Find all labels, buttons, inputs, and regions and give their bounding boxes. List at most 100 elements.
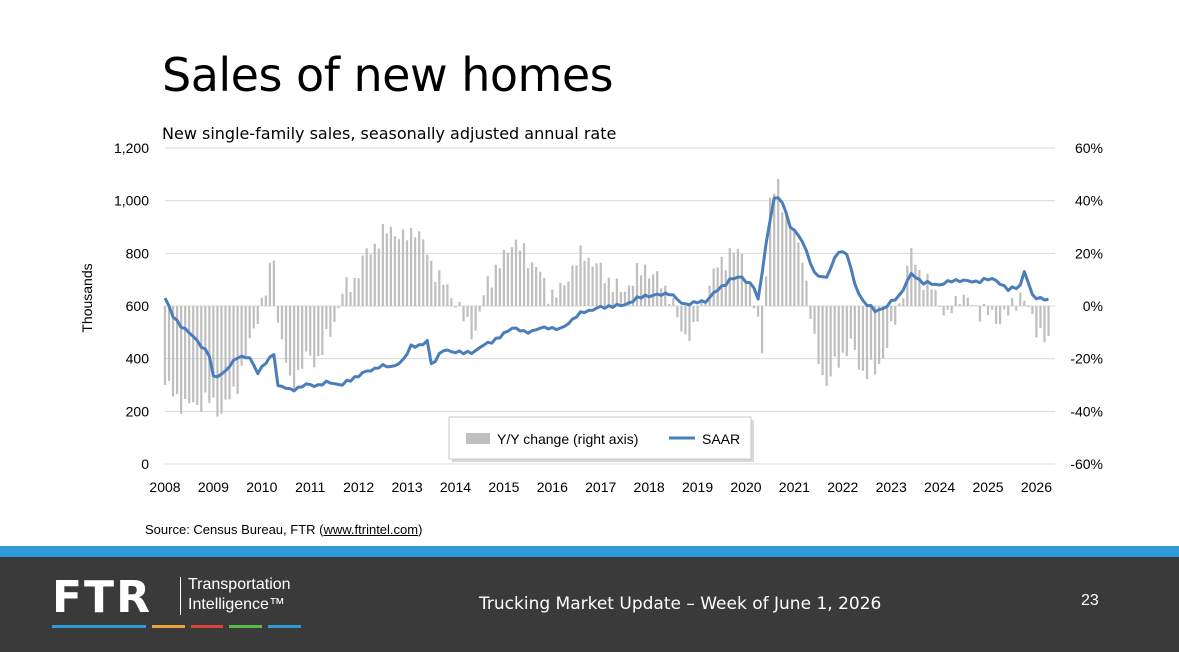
bar-yoy [906, 265, 909, 306]
bar-yoy [680, 306, 683, 332]
bar-yoy [643, 264, 647, 306]
x-tick-label: 2012 [343, 479, 374, 495]
logo-color-bar [268, 625, 301, 628]
bar-yoy [361, 255, 364, 306]
y-left-tick-label: 200 [126, 403, 150, 419]
bar-yoy [656, 271, 659, 306]
bar-yoy [986, 306, 990, 316]
bar-yoy [555, 297, 558, 306]
bar-yoy [414, 237, 417, 306]
bar-yoy [446, 284, 449, 306]
footer-title: Trucking Market Update – Week of June 1,… [479, 594, 882, 614]
bar-yoy [773, 193, 776, 306]
bar-yoy [765, 276, 768, 306]
x-tick-label: 2025 [972, 479, 1003, 495]
bar-yoy [341, 293, 344, 306]
bar-yoy [809, 306, 812, 319]
bar-yoy [494, 264, 497, 306]
logo-color-bar [152, 625, 185, 628]
bar-yoy [563, 285, 566, 306]
legend-box [448, 416, 752, 460]
bar-yoy [478, 306, 481, 312]
bar-yoy [1039, 306, 1042, 329]
x-tick-label: 2019 [682, 479, 713, 495]
bar-yoy [333, 306, 336, 322]
footer-bar [0, 557, 1179, 652]
y-right-tick-label: 20% [1075, 245, 1103, 261]
bar-yoy [631, 285, 635, 306]
y-left-tick-label: 400 [126, 351, 150, 367]
bar-yoy [430, 260, 433, 306]
bar-yoy [280, 306, 284, 340]
bar-yoy [518, 250, 522, 306]
ftr-logo: FTR [52, 572, 152, 623]
bar-yoy [890, 306, 893, 322]
bar-yoy [462, 306, 465, 322]
bar-yoy [970, 304, 973, 306]
x-tick-label: 2011 [295, 479, 325, 495]
y-left-tick-label: 1,000 [114, 193, 149, 209]
bar-yoy [458, 301, 461, 306]
bar-yoy [882, 306, 885, 359]
bar-yoy [942, 306, 945, 316]
bar-yoy [393, 236, 397, 306]
bar-yoy [539, 271, 542, 306]
y-right-tick-label: -40% [1070, 403, 1103, 419]
bar-yoy [418, 231, 421, 306]
chart-subtitle: New single-family sales, seasonally adju… [162, 124, 616, 143]
bar-yoy [434, 282, 437, 306]
bar-yoy [188, 306, 191, 404]
bar-yoy [377, 248, 380, 306]
x-tick-label: 2017 [585, 479, 616, 495]
bar-yoy [607, 277, 610, 306]
bar-yoy [409, 227, 413, 306]
x-tick-label: 2014 [440, 479, 471, 495]
bar-yoy [990, 306, 994, 310]
bar-yoy [946, 306, 949, 310]
bar-yoy [264, 295, 267, 306]
bar-yoy [865, 306, 869, 380]
bar-yoy [639, 275, 643, 306]
bar-yoy [813, 306, 816, 334]
bar-yoy [873, 306, 877, 375]
legend-swatch-bar [466, 433, 490, 444]
bar-yoy [837, 306, 840, 368]
bar-yoy [167, 306, 171, 381]
bar-yoy [825, 306, 828, 386]
line-saar [163, 196, 1049, 393]
source-link[interactable]: www.ftrintel.com [323, 522, 419, 537]
page-number: 23 [1081, 592, 1099, 609]
bar-yoy [712, 268, 715, 306]
bar-yoy [821, 306, 824, 376]
bar-yoy [668, 304, 671, 306]
bar-yoy [514, 239, 518, 306]
bar-yoy [902, 298, 905, 306]
bar-yoy [692, 306, 695, 323]
bar-yoy [192, 306, 195, 403]
bar-yoy [466, 306, 469, 317]
logo-subtitle-line2: Intelligence™ [188, 596, 285, 613]
bar-yoy [196, 306, 199, 405]
bar-yoy [797, 242, 800, 306]
bar-yoy [212, 306, 215, 398]
bar-yoy [841, 306, 844, 353]
bar-yoy [571, 265, 574, 306]
bar-yoy [248, 306, 251, 339]
bar-yoy [769, 197, 772, 306]
bar-yoy [1003, 306, 1006, 310]
bar-yoy [853, 306, 856, 350]
bar-yoy [877, 306, 881, 364]
bar-yoy [171, 306, 175, 397]
bar-yoy [595, 263, 598, 306]
bar-yoy [260, 297, 263, 306]
bar-yoy [470, 306, 473, 340]
bar-yoy [232, 306, 235, 387]
bar-yoy [785, 211, 788, 306]
bar-yoy [502, 249, 505, 306]
x-tick-label: 2013 [391, 479, 422, 495]
bar-yoy [918, 270, 921, 306]
bar-yoy [317, 306, 320, 357]
bar-yoy [337, 306, 340, 309]
bar-yoy [490, 287, 493, 306]
bar-yoy [934, 290, 937, 306]
